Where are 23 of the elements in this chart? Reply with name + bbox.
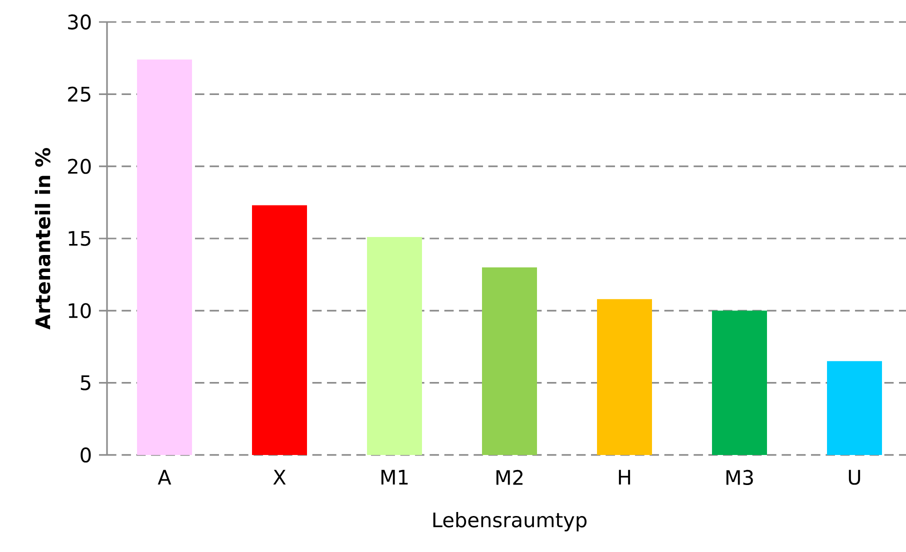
y-tick-label: 20 bbox=[68, 158, 91, 174]
y-tick-label: 25 bbox=[68, 86, 90, 102]
bar bbox=[252, 205, 308, 455]
x-tick-label: M3 bbox=[726, 470, 753, 486]
x-tick-label: H bbox=[618, 470, 630, 484]
x-tick-label: A bbox=[158, 470, 172, 484]
x-tick-label: M2 bbox=[496, 470, 522, 485]
bar bbox=[826, 361, 882, 455]
y-tick-label: 5 bbox=[80, 375, 90, 390]
x-tick-label: X bbox=[273, 470, 286, 484]
bar bbox=[597, 299, 652, 455]
x-axis-title: Lebensraumtyp bbox=[433, 512, 587, 532]
bar bbox=[137, 60, 192, 455]
x-tick-label: U bbox=[848, 470, 860, 485]
y-tick-label: 30 bbox=[68, 14, 91, 30]
y-tick-label: 15 bbox=[68, 231, 90, 246]
x-tick-label: M1 bbox=[381, 470, 408, 484]
bar bbox=[367, 237, 422, 455]
y-tick-label: 0 bbox=[80, 447, 91, 463]
y-tick-label: 10 bbox=[68, 303, 91, 318]
bar bbox=[712, 310, 767, 455]
y-axis-title: Artenanteil in % bbox=[34, 148, 50, 330]
bar bbox=[482, 267, 537, 455]
